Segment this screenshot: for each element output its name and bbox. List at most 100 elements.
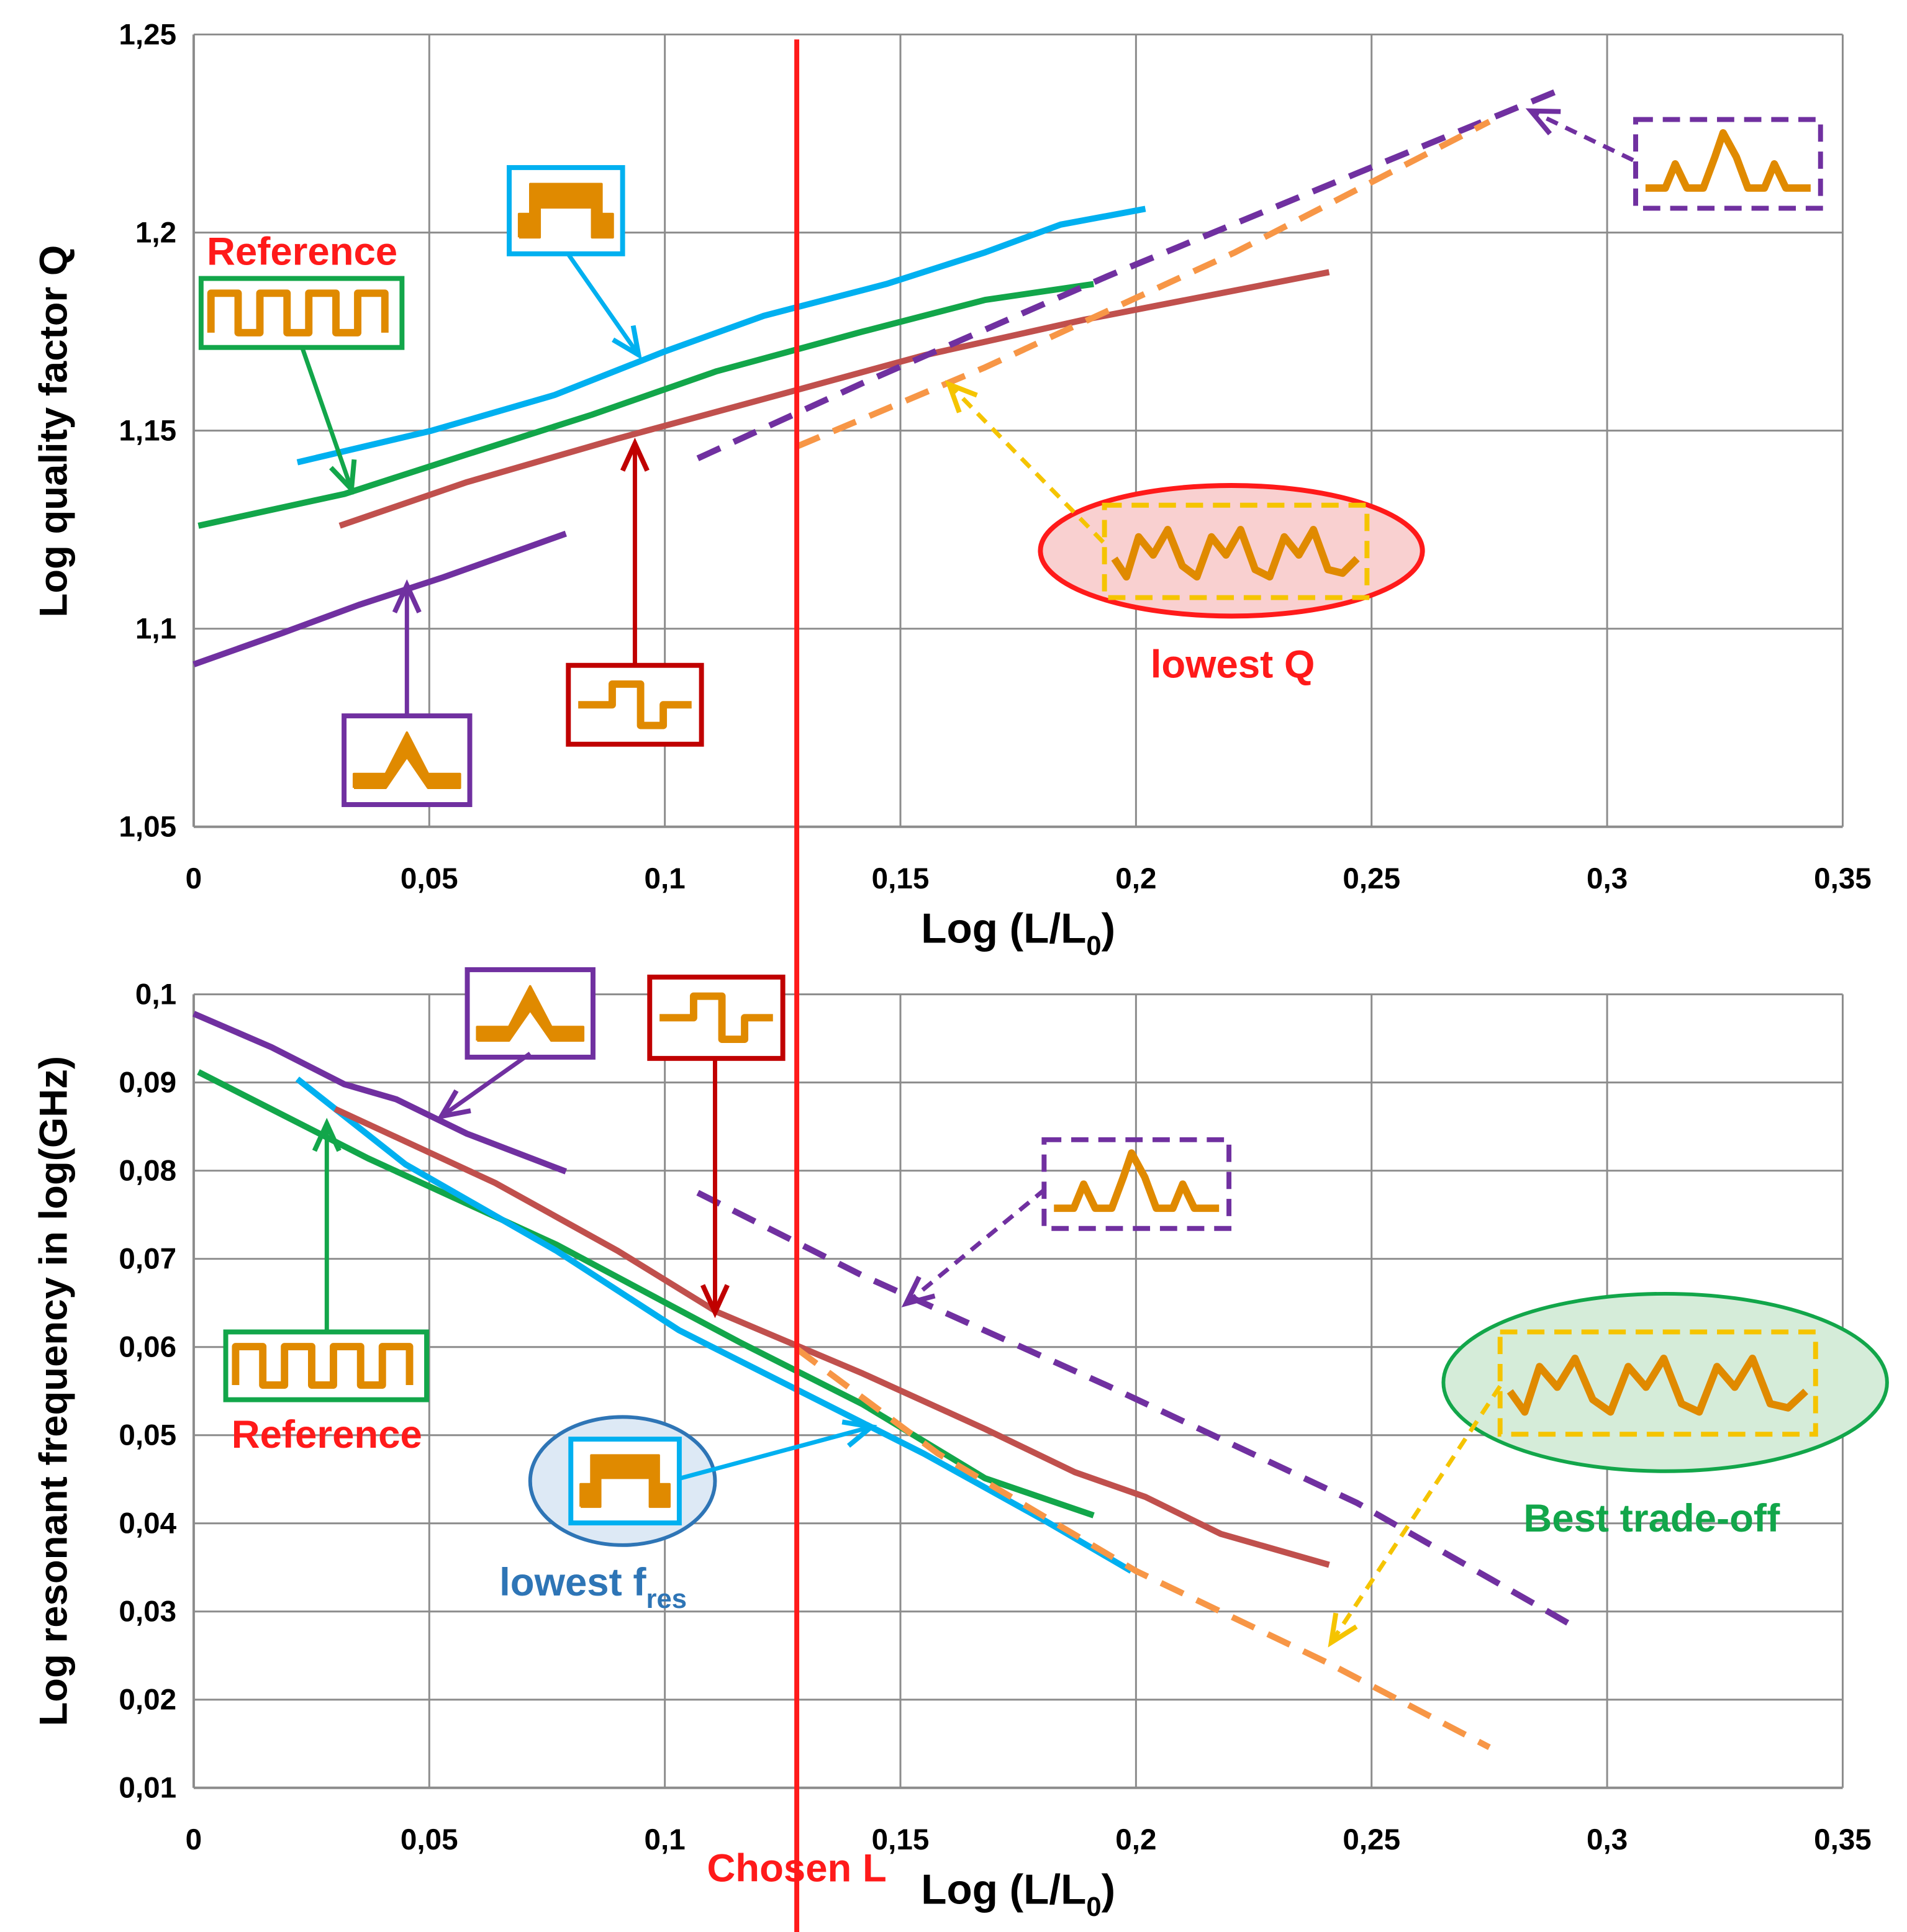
x-tick-label: 0,15 bbox=[872, 1823, 930, 1856]
annotation: Reference bbox=[232, 1413, 422, 1456]
x-tick-label: 0,3 bbox=[1587, 862, 1628, 895]
arrow-head bbox=[312, 1117, 342, 1152]
x-axis-label-subscript: 0 bbox=[1086, 1892, 1101, 1922]
icon-shape bbox=[579, 1454, 671, 1508]
y-tick-label: 0,01 bbox=[119, 1772, 176, 1805]
icon-shape bbox=[1054, 1149, 1220, 1212]
y-tick-label: 0,07 bbox=[119, 1243, 176, 1276]
x-tick-label: 0,1 bbox=[645, 1823, 686, 1856]
icon-shape bbox=[659, 992, 773, 1044]
series-line bbox=[696, 87, 1562, 461]
x-tick-label: 0,3 bbox=[1587, 1823, 1628, 1856]
arrow bbox=[948, 382, 1105, 544]
y-tick-label: 0,1 bbox=[135, 978, 176, 1011]
series-line bbox=[197, 1069, 1095, 1519]
x-tick-label: 0,25 bbox=[1343, 1823, 1400, 1856]
arrow-head bbox=[1525, 108, 1561, 135]
y-tick-label: 1,1 bbox=[135, 613, 176, 646]
series-line bbox=[193, 530, 567, 667]
icon-box bbox=[507, 165, 625, 256]
y-tick-label: 0,09 bbox=[119, 1067, 176, 1099]
icon-shape bbox=[476, 985, 585, 1042]
icon-box bbox=[1041, 1137, 1232, 1231]
y-tick-label: 1,05 bbox=[119, 811, 176, 844]
x-tick-label: 0,15 bbox=[872, 862, 930, 895]
x-tick-label: 0,05 bbox=[401, 862, 458, 895]
y-tick-label: 0,04 bbox=[119, 1507, 176, 1540]
series-line bbox=[795, 1346, 1491, 1750]
x-tick-label: 0,35 bbox=[1814, 862, 1872, 895]
arrow bbox=[440, 1052, 532, 1118]
arrow-head bbox=[841, 1419, 877, 1448]
series-line bbox=[296, 205, 1146, 466]
annotation: Best trade-off bbox=[1523, 1497, 1780, 1540]
icon-box bbox=[1633, 117, 1823, 211]
annotation: lowest Q bbox=[1151, 643, 1315, 687]
icon-shape bbox=[1111, 526, 1360, 581]
icon-box bbox=[1497, 1329, 1818, 1437]
series-line bbox=[338, 269, 1330, 529]
x-tick-label: 0 bbox=[186, 862, 202, 895]
y-tick-label: 0,02 bbox=[119, 1684, 176, 1717]
x-tick-label: 0,25 bbox=[1343, 862, 1400, 895]
icon-box bbox=[342, 713, 473, 807]
arrow-head bbox=[612, 325, 642, 360]
x-tick-label: 0,2 bbox=[1115, 862, 1156, 895]
x-axis-label-subscript: 0 bbox=[1086, 931, 1101, 961]
x-tick-label: 0 bbox=[186, 1823, 202, 1856]
y-tick-label: 1,25 bbox=[119, 18, 176, 51]
x-axis-label-suffix: ) bbox=[1102, 1866, 1115, 1913]
icon-shape bbox=[352, 731, 461, 789]
series-line bbox=[295, 1077, 1133, 1574]
x-tick-label: 0,2 bbox=[1115, 1823, 1156, 1856]
series-line bbox=[696, 1189, 1571, 1627]
x-tick-label: 0,35 bbox=[1814, 1823, 1872, 1856]
icon-shape bbox=[517, 183, 614, 239]
icon-box bbox=[1102, 502, 1370, 600]
arrow bbox=[1529, 109, 1634, 163]
arrow-head bbox=[392, 579, 422, 614]
arrow bbox=[904, 1187, 1047, 1306]
y-tick-label: 0,03 bbox=[119, 1596, 176, 1628]
series-line bbox=[333, 1106, 1330, 1568]
arrow bbox=[300, 346, 354, 490]
icon-shape bbox=[1506, 1354, 1808, 1416]
arrow bbox=[679, 1424, 872, 1481]
y-tick-label: 0,08 bbox=[119, 1155, 176, 1188]
x-axis-label-text: Log (L/L bbox=[921, 1866, 1086, 1913]
arrow-head bbox=[437, 1089, 471, 1120]
arrow-head bbox=[901, 1275, 936, 1307]
icon-box bbox=[568, 1437, 682, 1526]
arrow-head bbox=[944, 380, 978, 413]
arrow-head bbox=[329, 459, 357, 495]
x-axis-label-suffix: ) bbox=[1102, 905, 1115, 952]
x-tick-label: 0,05 bbox=[401, 1823, 458, 1856]
icon-shape bbox=[578, 680, 692, 729]
icon-box bbox=[223, 1329, 430, 1402]
icon-box bbox=[198, 276, 405, 350]
series-line bbox=[795, 119, 1491, 449]
y-tick-label: 0,06 bbox=[119, 1331, 176, 1364]
x-axis-label: Log (L/L0) bbox=[921, 905, 1115, 961]
annotation: lowest fres bbox=[499, 1561, 687, 1614]
series-line bbox=[192, 1011, 568, 1175]
icon-shape bbox=[232, 1343, 414, 1389]
icon-shape bbox=[207, 289, 389, 336]
series-line bbox=[197, 281, 1094, 529]
arrow bbox=[565, 251, 641, 356]
arrow-head bbox=[620, 437, 650, 472]
x-axis-label-text: Log (L/L bbox=[921, 905, 1086, 952]
chosen-label: Chosen L bbox=[707, 1847, 886, 1890]
y-axis-label: Log resonant frequency in log(GHz) bbox=[32, 1056, 76, 1727]
highlight-ellipse bbox=[1441, 1291, 1889, 1473]
y-tick-label: 1,2 bbox=[135, 216, 176, 249]
annotation-subscript: res bbox=[646, 1584, 687, 1614]
y-axis-label: Log quality factor Q bbox=[32, 245, 76, 618]
annotation-text: lowest f bbox=[499, 1561, 646, 1604]
icon-shape bbox=[1645, 129, 1811, 192]
arrow-head bbox=[1328, 1612, 1358, 1648]
x-tick-label: 0,1 bbox=[645, 862, 686, 895]
arrow-head bbox=[700, 1284, 730, 1319]
